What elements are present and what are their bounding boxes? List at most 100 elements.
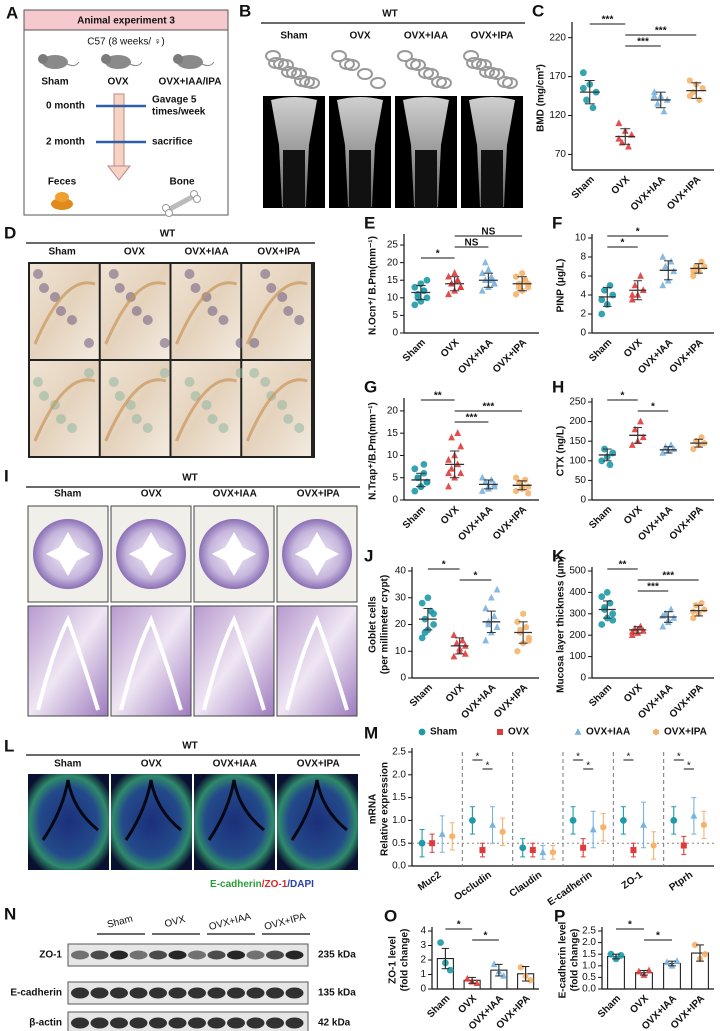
trabecula-stain [104,378,167,442]
cell-cluster [277,400,288,410]
x-tick-label: Muc2 [416,869,444,893]
data-point [418,839,426,847]
cell-cluster [39,391,49,401]
x-tick-label: Sham [587,337,614,364]
significance-label: * [621,238,625,249]
data-point [479,847,486,854]
data-point [696,96,703,104]
y-tick-label: 20 [387,406,399,417]
data-point [490,960,498,968]
panel-label: K [552,546,565,565]
blot-band [246,987,265,999]
sample-label: Bone [170,177,195,188]
y-tick-label: 100 [569,455,586,466]
data-point [450,652,458,660]
column-label: OVX+IAA [213,759,257,770]
cell-cluster [277,292,288,302]
y-tick-label: 2.5 [582,926,596,937]
group-label: Sham [41,77,68,88]
group-label: OVX [107,77,128,88]
x-tick-label: OVX [439,337,462,360]
column-label: OVX [141,759,162,770]
data-point [514,647,521,655]
x-tick-label: Sham [570,174,597,201]
column-label: OVX [124,247,145,258]
panel-title: WT [382,9,398,20]
data-point [601,286,608,294]
y-tick-label: 0 [392,495,398,506]
panel-label: O [384,906,397,925]
data-point [500,971,508,979]
mouse-tail [129,61,143,67]
marrow [283,150,305,208]
y-tick-label: 2.5 [392,747,406,758]
column-label: OVX [141,489,162,500]
blot-band [110,950,128,960]
data-point [481,478,489,485]
data-point [637,272,644,279]
cell-cluster [114,391,125,401]
column-label: OVX+IAA [213,489,257,500]
marrow [415,150,437,208]
data-point [493,623,501,630]
group-label: OVX+IAA/IPA [159,77,222,88]
data-point [430,621,437,628]
data-point [579,69,587,77]
panel-label: P [554,906,565,925]
significance-label: *** [662,571,674,582]
data-point [418,634,426,642]
y-tick-label: 0.0 [582,984,596,995]
panel-label: B [239,1,251,20]
x-tick-label: OVX+IPA [668,337,706,375]
data-point [411,465,419,473]
data-point [487,593,495,601]
blot-band [149,950,167,960]
x-tick-label: OVX+IAA [456,337,495,376]
x-tick-label: OVX+IPA [665,174,703,212]
cell-cluster [67,423,77,433]
data-point [445,455,452,463]
cell-cluster [84,338,94,348]
panel-label: N [4,904,16,923]
blot-band [149,987,167,999]
legend-label: OVX [508,727,529,738]
y-tick-label: 20 [395,619,407,630]
significance-label: * [457,920,461,931]
cell-cluster [184,269,195,279]
significance-label: * [486,761,490,772]
data-point [461,649,469,657]
significance-label: * [474,571,478,582]
y-tick-label: 0 [400,673,406,684]
data-point [491,482,498,490]
y-tick-label: 0 [392,328,398,339]
x-tick-label: OVX+IPA [491,337,529,375]
panel-label: H [552,377,564,396]
mouse-tail [201,61,215,67]
trabecula [463,50,479,62]
cell-cluster [294,315,305,325]
x-tick-label: OVX [622,337,645,360]
lane-label: OVX+IAA [208,911,253,933]
blot-band [129,1017,148,1029]
data-point [478,487,486,494]
lane-label: OVX+IPA [263,911,307,933]
y-tick-label: 2.0 [582,937,596,948]
y-tick-label: 20 [387,257,399,268]
data-point [424,594,432,602]
data-point [438,830,446,837]
cell-cluster [84,368,94,378]
lane-label: Sham [106,913,134,930]
significance-label: * [484,931,488,942]
diagram-subtitle: C57 (8 weeks/ ♀) [87,37,165,48]
data-point [600,823,607,831]
data-point [525,483,532,491]
step-note: sacrifice [152,137,193,148]
lumen [128,531,174,577]
data-point [598,593,606,601]
data-point [519,269,526,277]
data-point [473,979,481,986]
data-point [659,622,667,630]
row-label: ZO-1 [39,950,62,961]
data-point [701,606,708,613]
